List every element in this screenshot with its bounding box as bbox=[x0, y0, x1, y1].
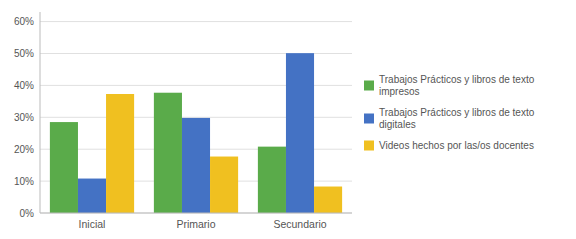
legend-swatch bbox=[364, 81, 374, 91]
x-tick-label: Secundario bbox=[273, 218, 326, 230]
grid-line bbox=[40, 213, 352, 214]
bar bbox=[182, 118, 210, 213]
legend-label-line: impresos bbox=[379, 86, 420, 97]
legend-swatch bbox=[364, 141, 374, 151]
x-tick-label: Inicial bbox=[79, 218, 106, 230]
legend-label: Trabajos Prácticos y libros de textoimpr… bbox=[379, 74, 535, 97]
legend: Trabajos Prácticos y libros de textoimpr… bbox=[364, 74, 535, 151]
bar bbox=[50, 122, 78, 213]
bar bbox=[210, 157, 238, 213]
legend-swatch bbox=[364, 114, 374, 124]
x-axis-line bbox=[40, 213, 352, 214]
bar bbox=[78, 179, 106, 213]
y-tick-label: 0% bbox=[20, 208, 35, 219]
y-tick-label: 10% bbox=[14, 176, 34, 187]
bar bbox=[154, 93, 182, 213]
x-tick-label: Primario bbox=[176, 218, 215, 230]
bar bbox=[106, 94, 134, 213]
y-axis-line bbox=[40, 12, 41, 213]
legend-label-line: Trabajos Prácticos y libros de texto bbox=[379, 107, 535, 118]
bar bbox=[314, 187, 342, 213]
legend-label-line: digitales bbox=[379, 119, 416, 130]
legend-label: Videos hechos por las/os docentes bbox=[379, 140, 534, 151]
y-tick-label: 30% bbox=[14, 112, 34, 123]
y-tick-label: 20% bbox=[14, 144, 34, 155]
bar bbox=[286, 53, 314, 213]
y-tick-label: 60% bbox=[14, 16, 34, 27]
legend-label-line: Videos hechos por las/os docentes bbox=[379, 140, 534, 151]
y-tick-label: 50% bbox=[14, 48, 34, 59]
grid-line bbox=[40, 21, 352, 22]
y-tick-label: 40% bbox=[14, 80, 34, 91]
bars bbox=[50, 53, 342, 213]
legend-label: Trabajos Prácticos y libros de textodigi… bbox=[379, 107, 535, 130]
y-grid bbox=[40, 22, 352, 213]
legend-label-line: Trabajos Prácticos y libros de texto bbox=[379, 74, 535, 85]
bar bbox=[258, 147, 286, 213]
chart-container: 0% 10% 20% 30% 40% 50% 60% Inicial Primario Secun… bbox=[0, 0, 576, 239]
chart: 0% 10% 20% 30% 40% 50% 60% Inicial Primario Secun… bbox=[0, 0, 576, 239]
